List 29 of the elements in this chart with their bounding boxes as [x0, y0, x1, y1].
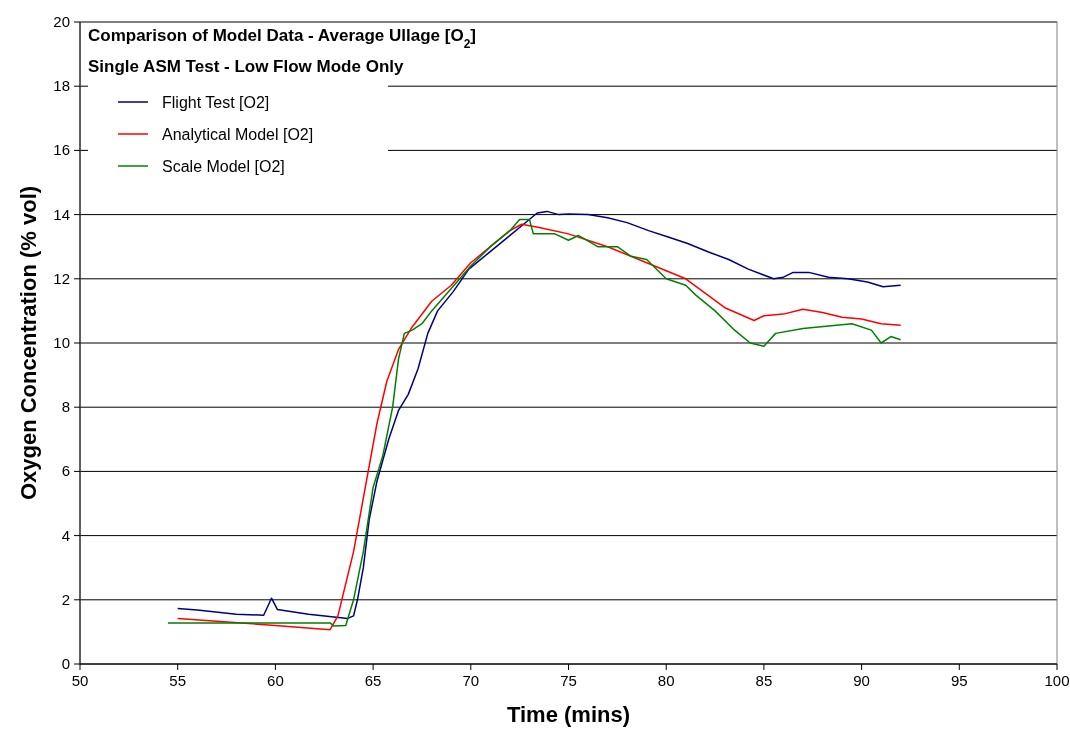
legend-label: Scale Model [O2] [162, 158, 285, 175]
y-tick-label: 4 [61, 526, 70, 544]
y-tick-label: 0 [61, 655, 70, 672]
y-tick-label: 18 [53, 77, 70, 95]
chart-title: Comparison of Model Data - Average Ullage [O$_{2}$] [88, 26, 476, 51]
x-tick-label: 75 [560, 672, 577, 689]
x-tick-label: 95 [950, 672, 968, 689]
y-tick-label: 14 [53, 205, 70, 223]
y-tick-label: 16 [53, 141, 70, 159]
y-tick-label: 12 [53, 269, 70, 287]
text: Single ASM Test - Low Flow Mode Only [88, 57, 404, 76]
x-tick-label: 55 [169, 672, 187, 689]
y-tick-label: 6 [61, 462, 70, 480]
y-tick-label: 2 [61, 590, 70, 608]
x-tick-label: 65 [364, 672, 382, 689]
legend-label: Analytical Model [O2] [162, 126, 314, 143]
x-axis-title: Time (mins) [506, 702, 631, 727]
x-tick-label: 100 [1044, 672, 1070, 689]
y-tick-label: 8 [61, 398, 70, 416]
x-tick-label: 85 [755, 672, 773, 689]
x-tick-label: 60 [267, 672, 284, 689]
x-tick-label: 50 [71, 672, 89, 689]
y-tick-label: 20 [53, 13, 70, 30]
x-tick-label: 70 [462, 672, 480, 689]
x-tick-label: 90 [853, 672, 870, 689]
y-axis-title: Oxygen Concentration (% vol) [16, 185, 41, 501]
x-tick-label: 80 [657, 672, 675, 689]
y-tick-label: 10 [53, 334, 70, 351]
legend-label: Flight Test [O2] [162, 94, 270, 111]
